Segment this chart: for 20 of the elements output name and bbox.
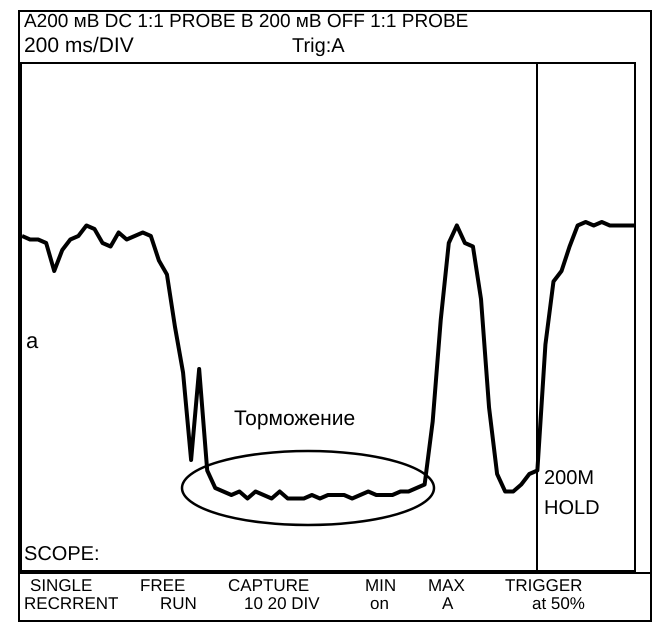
annotation: HOLD [544,497,600,519]
text: FREE [140,576,186,595]
text: A [442,594,454,613]
text: TRIGGER [505,576,582,595]
text: Trig:A [292,35,345,57]
text: RECRRENT [24,594,118,613]
annotation: 200M [544,467,594,489]
text: MIN [365,576,396,595]
text: CAPTURE [228,576,310,595]
text: SINGLE [30,576,92,595]
chart-title: A200 мВ DC 1:1 PROBE B 200 мВ OFF 1:1 PROBE [24,11,468,33]
text: on [370,594,389,613]
text: MAX [428,576,465,595]
text: at 50% [532,594,585,613]
chart-subtitle: 200 ms/DIV [24,34,134,58]
annotation: Торможение [234,407,356,430]
text: RUN [160,594,197,613]
text: 10 20 DIV [244,594,320,613]
annotation: SCOPE: [24,543,100,565]
annotation: a [26,328,38,353]
